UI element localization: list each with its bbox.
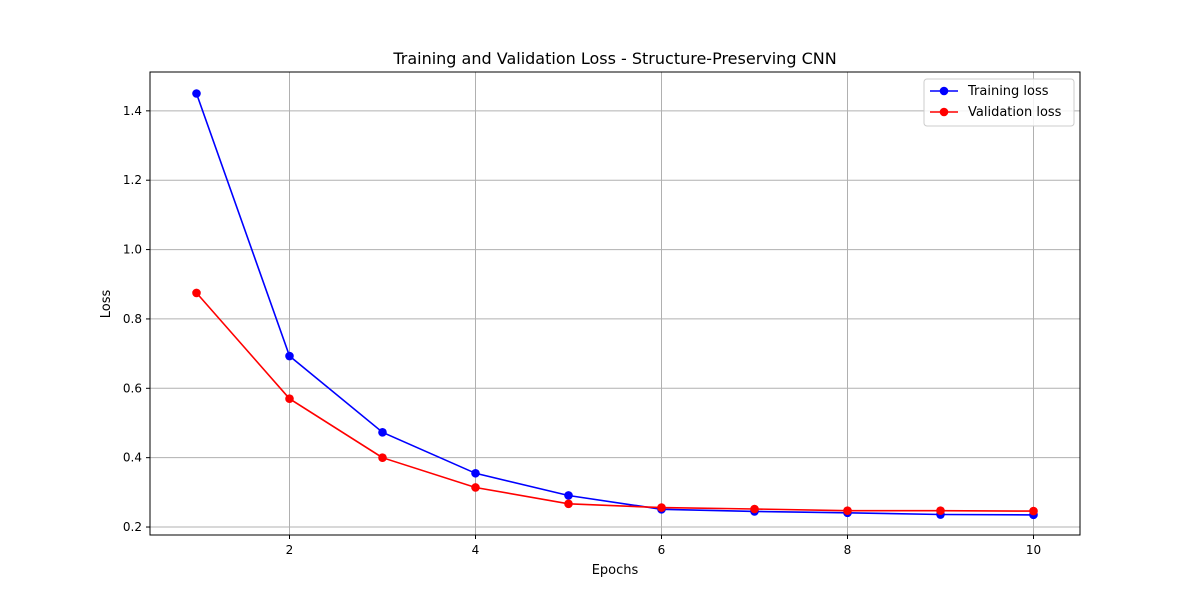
x-tick-label: 6 [658, 543, 666, 557]
training-loss-legend-label: Training loss [967, 84, 1049, 99]
x-tick-label: 10 [1026, 543, 1041, 557]
training-loss-point [471, 468, 480, 478]
y-tick-label: 0.8 [123, 312, 142, 326]
validation-loss-point [471, 483, 480, 492]
y-tick-label: 1.2 [123, 173, 142, 187]
legend-box [923, 78, 1075, 127]
y-tick-label: 1.0 [123, 243, 142, 257]
validation-loss-point [936, 506, 945, 516]
validation-loss-point [750, 504, 759, 514]
y-axis-label: Loss [99, 290, 114, 319]
training-loss-point [285, 351, 294, 361]
axes: 2 4 6 8 10 0.2 0.4 0.6 0.8 1.0 1.2 1.4 [123, 104, 1041, 557]
training-loss-point [378, 428, 387, 437]
chart-title: Training and Validation Loss - Structure… [392, 49, 836, 68]
x-axis-label: Epochs [592, 563, 639, 578]
plot-frame [149, 71, 1081, 536]
x-tick-label: 2 [286, 543, 294, 557]
validation-loss-point [192, 288, 201, 298]
plot-series [192, 89, 1038, 520]
y-tick-label: 0.2 [123, 520, 142, 534]
legend: Training loss Validation loss [923, 78, 1075, 127]
validation-loss-legend-label: Validation loss [968, 105, 1062, 120]
validation-loss-point [564, 499, 573, 509]
grid [150, 72, 1080, 535]
training-loss-legend-marker [939, 86, 949, 96]
validation-loss-point [378, 453, 387, 462]
training-loss-line [195, 93, 1034, 516]
validation-loss-legend-marker [939, 107, 949, 117]
training-loss-point [564, 491, 573, 500]
y-tick-label: 1.4 [123, 104, 142, 118]
validation-loss-point [285, 394, 294, 404]
x-tick-label: 8 [844, 543, 852, 557]
y-tick-label: 0.6 [123, 381, 142, 395]
validation-loss-point [1029, 506, 1038, 516]
x-tick-label: 4 [472, 543, 480, 557]
training-loss-point [192, 89, 201, 98]
validation-loss-point [843, 506, 852, 516]
y-tick-label: 0.4 [123, 451, 142, 465]
validation-loss-point [657, 503, 666, 512]
validation-loss-line [195, 292, 1034, 512]
